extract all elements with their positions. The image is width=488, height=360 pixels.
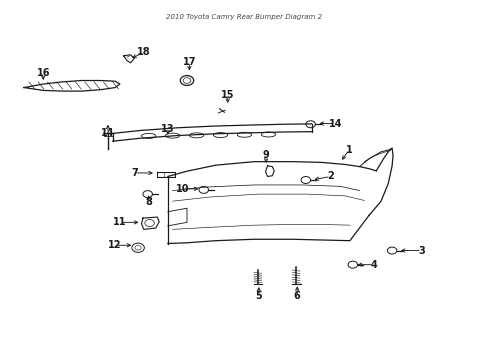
- Circle shape: [301, 176, 310, 184]
- Text: 13: 13: [161, 124, 174, 134]
- Ellipse shape: [189, 133, 203, 138]
- Text: 1: 1: [345, 145, 352, 155]
- Circle shape: [144, 220, 154, 226]
- Text: 12: 12: [108, 240, 122, 250]
- Text: 11: 11: [113, 217, 126, 227]
- Ellipse shape: [141, 134, 156, 138]
- Ellipse shape: [213, 132, 227, 138]
- Text: 17: 17: [182, 57, 196, 67]
- Ellipse shape: [165, 133, 180, 138]
- Text: 16: 16: [37, 68, 50, 78]
- Text: 8: 8: [145, 197, 152, 207]
- Text: 4: 4: [370, 260, 377, 270]
- Text: 5: 5: [255, 292, 262, 301]
- Text: 6: 6: [293, 292, 300, 301]
- Text: 3: 3: [418, 246, 425, 256]
- Ellipse shape: [183, 78, 190, 83]
- Text: 9: 9: [262, 150, 269, 160]
- Text: 7: 7: [131, 168, 138, 178]
- Circle shape: [199, 186, 208, 193]
- Text: 2010 Toyota Camry Rear Bumper Diagram 2: 2010 Toyota Camry Rear Bumper Diagram 2: [166, 14, 322, 20]
- Circle shape: [305, 121, 315, 128]
- Text: 14: 14: [101, 129, 115, 139]
- Text: 18: 18: [137, 47, 150, 57]
- Text: 15: 15: [221, 90, 234, 100]
- Circle shape: [135, 246, 141, 250]
- Text: 2: 2: [326, 171, 333, 181]
- Circle shape: [142, 190, 152, 198]
- Text: 10: 10: [175, 184, 188, 194]
- Ellipse shape: [180, 76, 193, 85]
- Ellipse shape: [261, 132, 275, 137]
- Circle shape: [386, 247, 396, 254]
- Circle shape: [347, 261, 357, 268]
- Ellipse shape: [237, 132, 251, 137]
- Text: 14: 14: [328, 118, 342, 129]
- Circle shape: [132, 243, 144, 252]
